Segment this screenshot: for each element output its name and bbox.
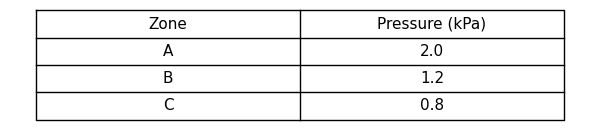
- Text: 1.2: 1.2: [420, 71, 444, 86]
- Text: B: B: [163, 71, 173, 86]
- Text: A: A: [163, 44, 173, 59]
- Text: 0.8: 0.8: [420, 98, 444, 113]
- Text: 2.0: 2.0: [420, 44, 444, 59]
- Text: C: C: [163, 98, 173, 113]
- Text: Zone: Zone: [149, 17, 187, 32]
- Text: Pressure (kPa): Pressure (kPa): [377, 17, 487, 32]
